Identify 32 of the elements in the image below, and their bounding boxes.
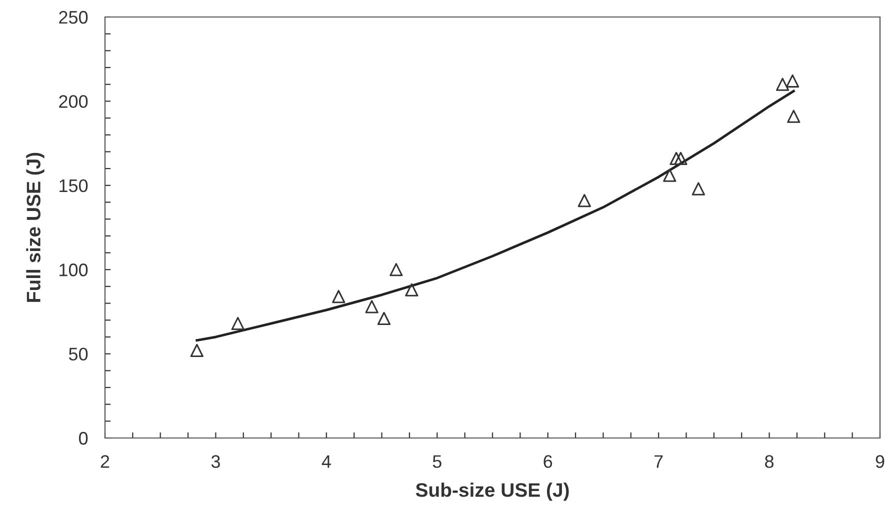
y-tick-label: 50 bbox=[68, 348, 88, 361]
y-tick-label: 150 bbox=[60, 179, 88, 192]
x-tick-label: 7 bbox=[654, 455, 663, 468]
y-tick-label: 100 bbox=[60, 264, 88, 276]
point bbox=[663, 168, 676, 182]
y-axis-title: Full size USE (J) bbox=[26, 152, 44, 302]
point bbox=[377, 312, 391, 326]
point bbox=[231, 316, 244, 330]
x-axis-title: Sub-size USE (J) bbox=[416, 482, 569, 501]
point bbox=[390, 263, 403, 276]
point bbox=[365, 300, 378, 314]
point bbox=[190, 344, 204, 358]
point bbox=[674, 152, 688, 166]
point bbox=[578, 194, 591, 208]
x-tick-label: 5 bbox=[432, 455, 442, 468]
x-tick-label: 9 bbox=[876, 455, 884, 468]
point bbox=[786, 74, 800, 88]
x-tick-label: 8 bbox=[765, 455, 774, 468]
point bbox=[405, 283, 418, 296]
point bbox=[692, 182, 706, 196]
x-tick-label: 4 bbox=[322, 455, 331, 468]
point bbox=[776, 78, 790, 91]
y-tick-label: 200 bbox=[59, 95, 88, 108]
x-tick-label: 2 bbox=[100, 455, 110, 468]
x-tick-label: 6 bbox=[544, 455, 552, 468]
point bbox=[332, 290, 346, 304]
point bbox=[670, 152, 683, 166]
point bbox=[787, 110, 800, 123]
y-tick-label: 250 bbox=[59, 10, 88, 24]
line-series bbox=[196, 90, 795, 342]
y-tick-label: 0 bbox=[79, 432, 88, 445]
x-tick-label: 3 bbox=[211, 455, 220, 468]
